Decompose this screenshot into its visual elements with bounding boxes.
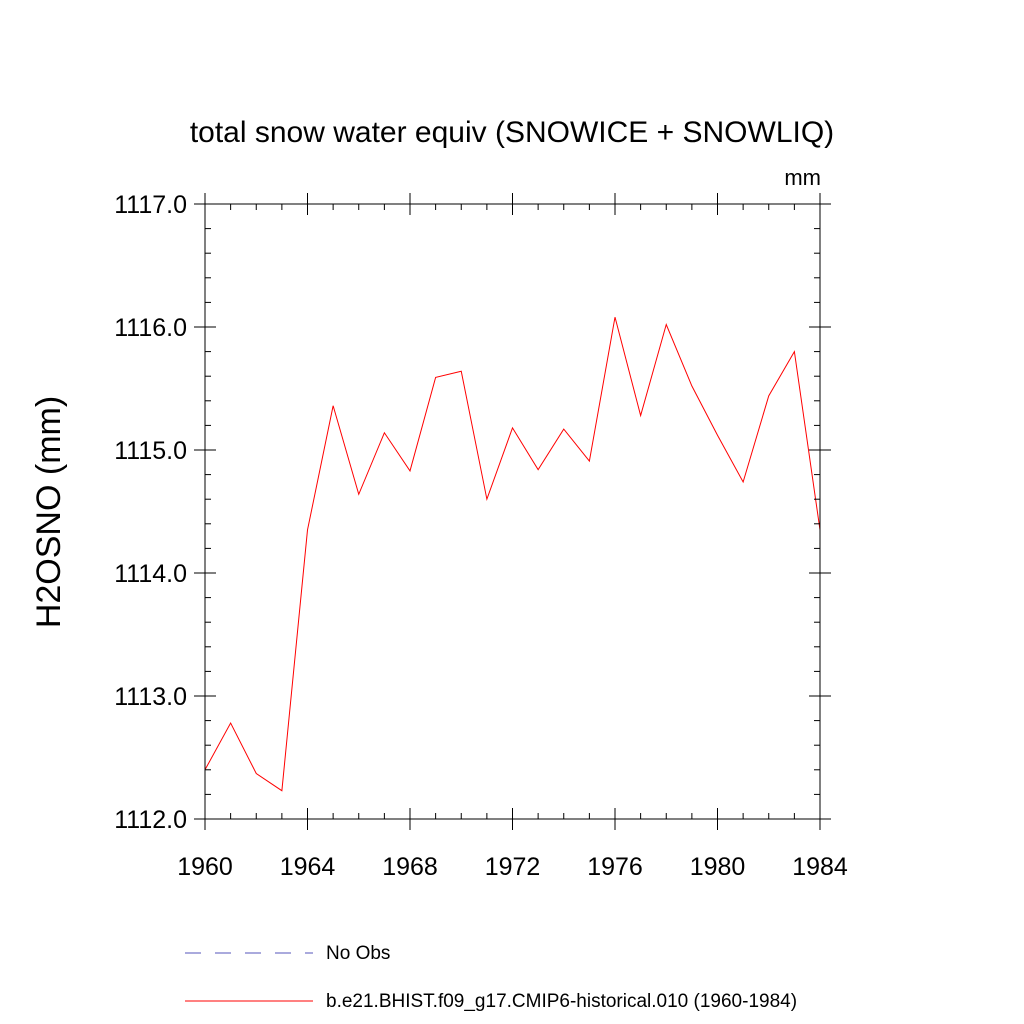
axis-ticks [194, 193, 831, 830]
x-tick-label: 1960 [177, 853, 233, 881]
units-label: mm [784, 165, 821, 190]
y-tick-label: 1115.0 [114, 437, 187, 465]
series-layer [204, 317, 821, 792]
tick-labels: 1960 1964 1968 1972 1976 1980 1984 1112.0 1113.0… [114, 191, 848, 881]
y-tick-label: 1117.0 [114, 191, 187, 219]
series-line-1 [204, 317, 821, 792]
legend-label-historical: b.e21.BHIST.f09_g17.CMIP6-historical.010… [326, 991, 797, 1012]
legend: No Obs b.e21.BHIST.f09_g17.CMIP6-histori… [185, 943, 797, 1012]
chart-title: total snow water equiv (SNOWICE + SNOWLI… [190, 116, 834, 149]
y-tick-label: 1113.0 [114, 683, 187, 711]
x-tick-label: 1964 [280, 853, 336, 881]
x-tick-label: 1976 [587, 853, 643, 881]
x-tick-label: 1972 [485, 853, 541, 881]
legend-label-no-obs: No Obs [326, 943, 390, 964]
y-tick-label: 1116.0 [114, 314, 187, 342]
plot-frame [204, 203, 821, 820]
y-axis-label: H2OSNO (mm) [30, 396, 68, 628]
x-tick-label: 1984 [792, 853, 848, 881]
y-tick-label: 1114.0 [114, 560, 187, 588]
x-tick-label: 1968 [382, 853, 438, 881]
y-tick-label: 1112.0 [114, 806, 187, 834]
x-tick-label: 1980 [690, 853, 746, 881]
